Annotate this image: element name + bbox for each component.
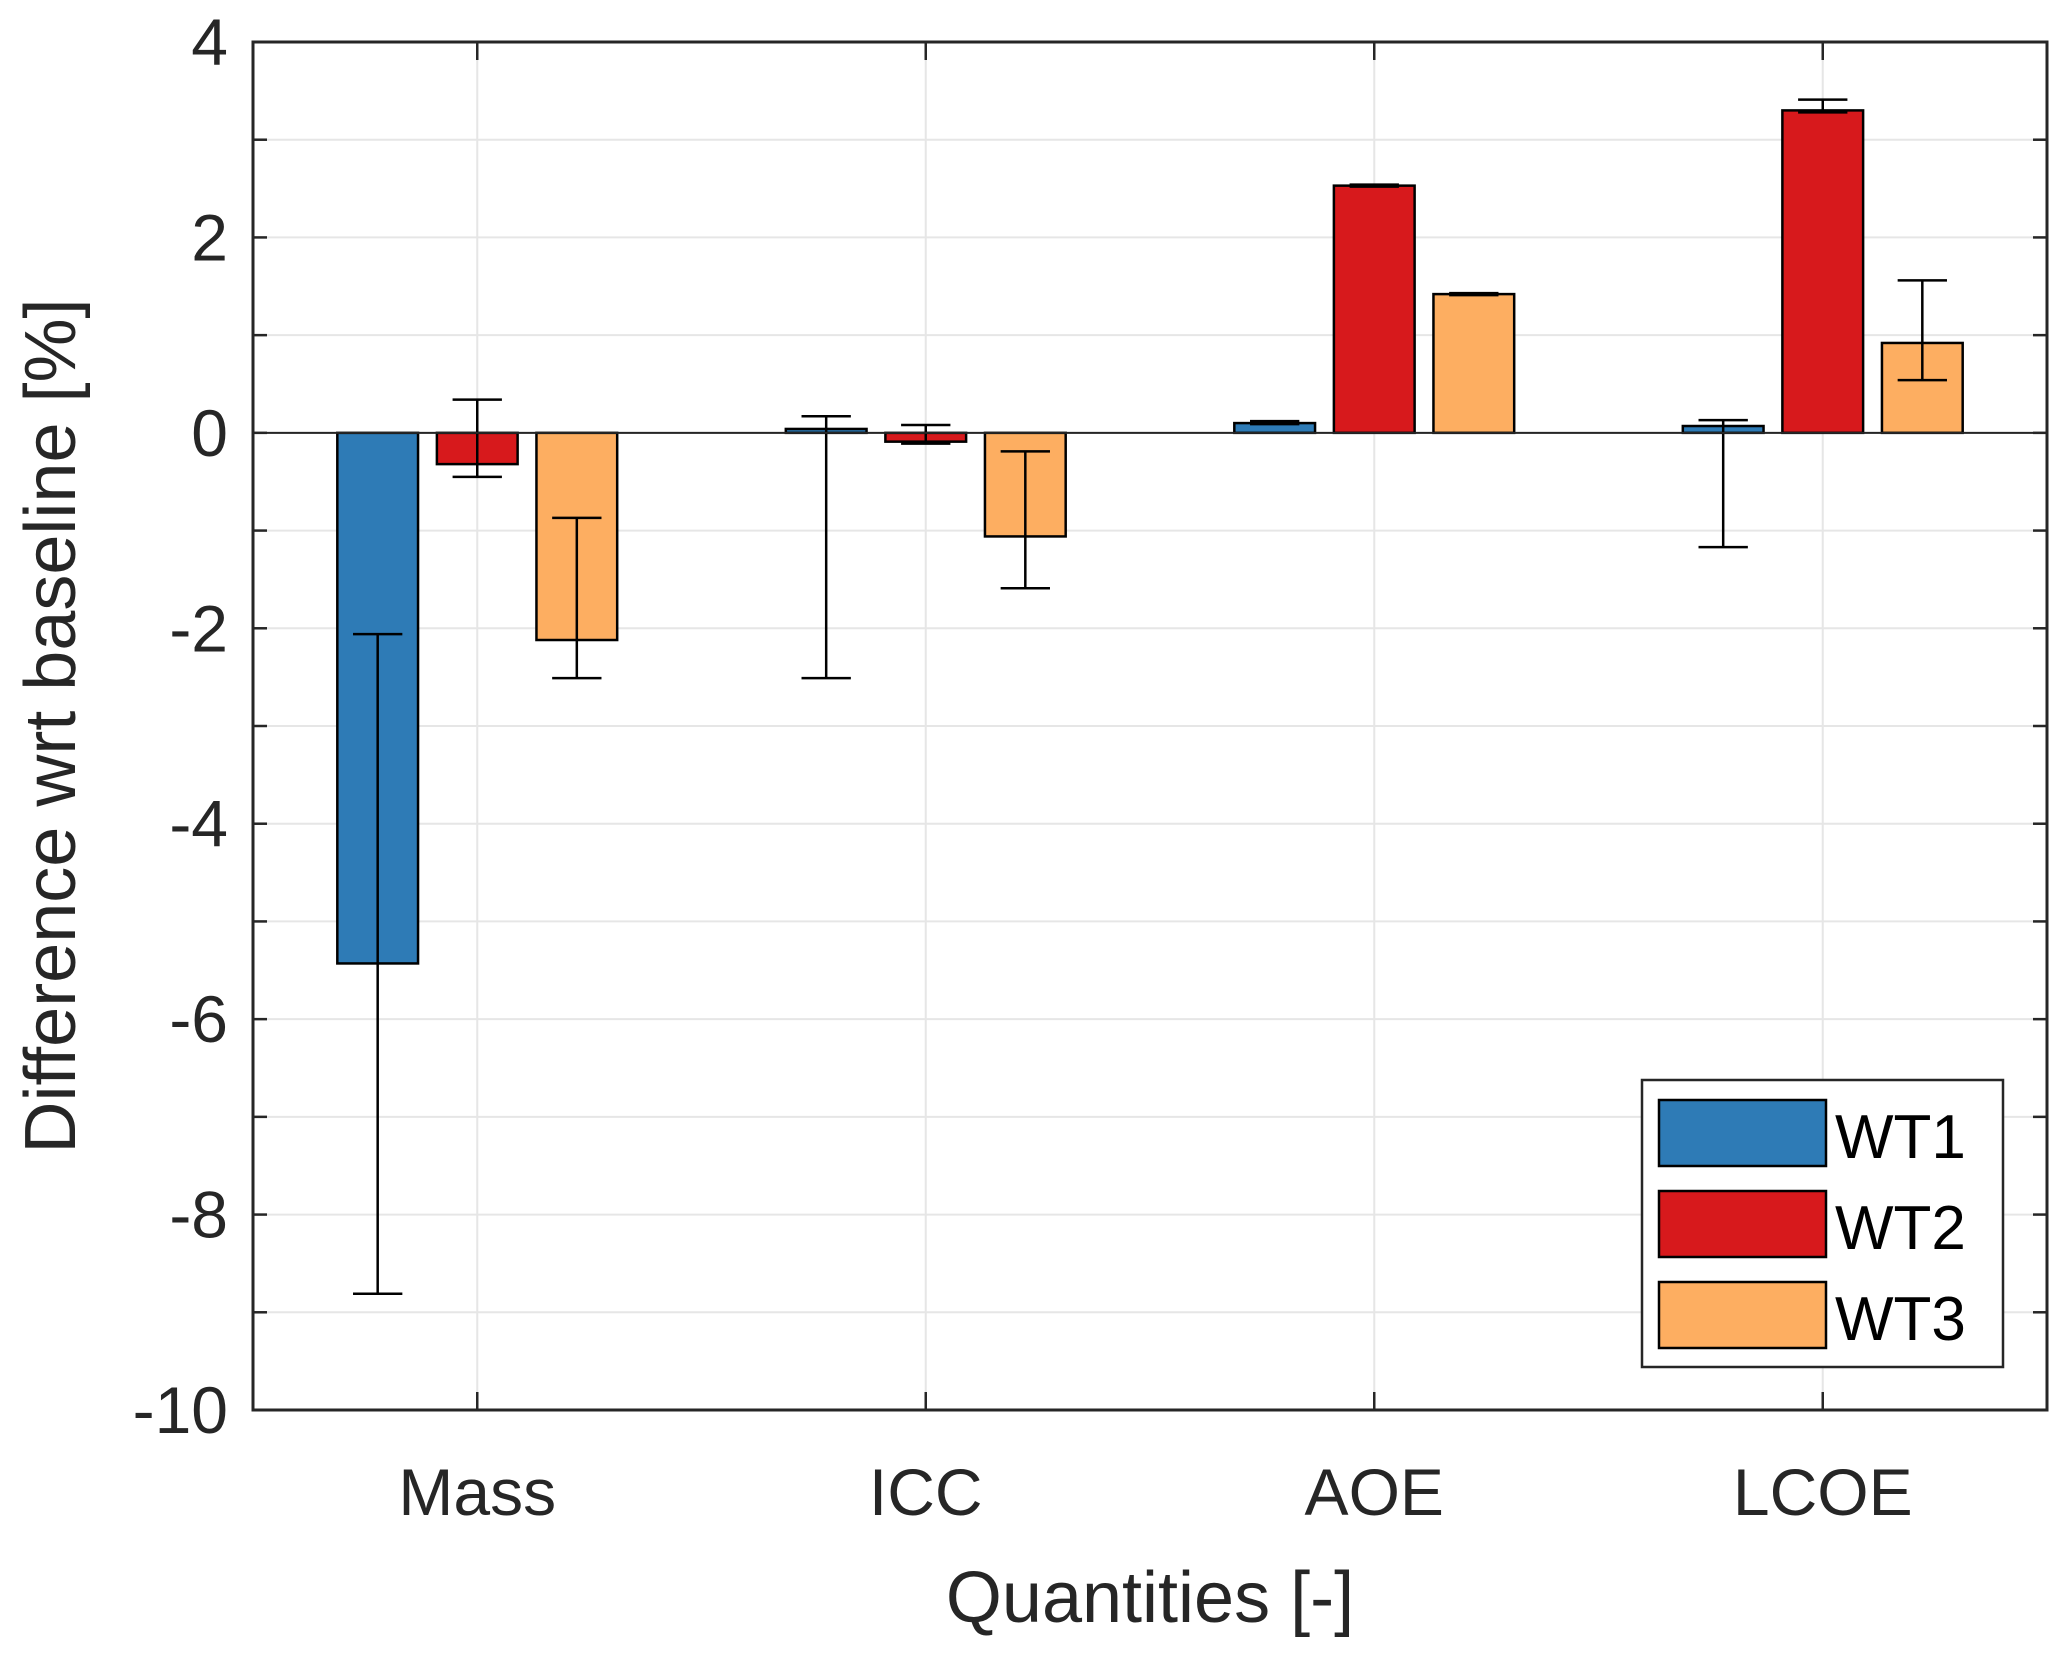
legend-swatch	[1657, 1189, 1828, 1259]
bar-wt3-aoe	[1432, 292, 1516, 435]
error-bars	[353, 98, 1947, 1295]
legend-label: WT2	[1835, 1194, 1966, 1263]
y-tick-label: 4	[191, 5, 228, 79]
y-tick-label: 0	[191, 396, 228, 470]
legend-label: WT3	[1835, 1285, 1966, 1354]
y-axis-title: Difference wrt baseline [%]	[11, 298, 91, 1153]
legend-item-wt2: WT2	[1657, 1189, 1966, 1263]
legend-item-wt1: WT1	[1657, 1098, 1966, 1172]
grid	[253, 42, 2047, 1410]
error-bar-wt2-mass	[452, 398, 502, 479]
error-bar-wt1-icc	[801, 414, 851, 680]
y-tick-label: -4	[169, 787, 228, 861]
legend-item-wt3: WT3	[1657, 1280, 1966, 1354]
y-tick-label: -2	[169, 591, 228, 665]
legend-label: WT1	[1835, 1103, 1966, 1172]
legend-swatch	[1657, 1280, 1828, 1350]
bar-wt2-aoe	[1332, 184, 1416, 435]
y-tick-label: -6	[169, 982, 228, 1056]
error-bar-wt3-mass	[552, 516, 602, 680]
x-axis-title: Quantities [-]	[946, 1558, 1354, 1638]
error-bar-wt1-mass	[353, 632, 403, 1295]
error-bar-wt1-aoe	[1250, 419, 1300, 426]
y-tick-label: -8	[169, 1178, 228, 1252]
x-tick-label: Mass	[398, 1455, 556, 1529]
error-bar-wt2-aoe	[1349, 183, 1399, 188]
error-bar-wt3-aoe	[1449, 291, 1499, 297]
error-bar-wt3-lcoe	[1897, 279, 1947, 382]
y-tick-label: 2	[191, 200, 228, 274]
x-axis-ticks: Mass ICC AOE LCOE	[398, 42, 1913, 1529]
legend: WT1 WT2 WT3	[1640, 1078, 2005, 1369]
legend-swatch	[1657, 1098, 1828, 1168]
error-bar-wt2-lcoe	[1798, 98, 1848, 114]
x-tick-label: ICC	[869, 1455, 983, 1529]
y-axis-ticks: -10 -8 -6 -4 -2 0 2 4	[133, 5, 2047, 1447]
x-tick-label: AOE	[1305, 1455, 1444, 1529]
y-tick-label: -10	[133, 1373, 228, 1447]
x-tick-label: LCOE	[1733, 1455, 1913, 1529]
bar-wt3-lcoe	[1880, 341, 1964, 435]
error-bar-wt3-icc	[1000, 450, 1050, 590]
error-bar-wt2-icc	[901, 423, 951, 445]
bar-wt2-lcoe	[1781, 109, 1865, 435]
error-bar-wt1-lcoe	[1698, 418, 1748, 549]
